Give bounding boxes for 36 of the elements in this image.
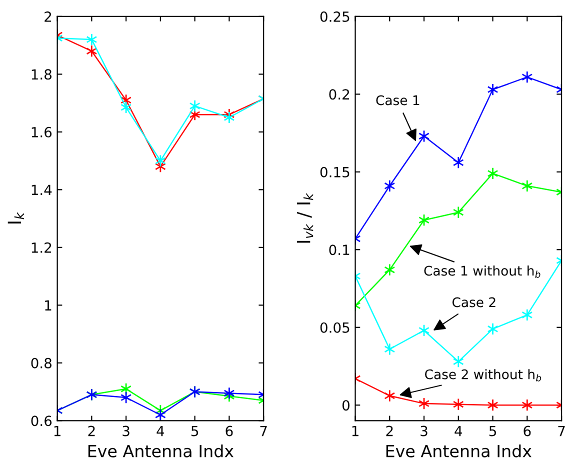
x-tick-label: 1 bbox=[352, 426, 358, 436]
y-tick-label: 0.6 bbox=[31, 416, 52, 426]
y-tick-label: 1.8 bbox=[32, 69, 52, 80]
x-tick-label: 1 bbox=[54, 426, 60, 436]
x-tick-label: 5 bbox=[489, 426, 496, 436]
x-tick-label: 2 bbox=[88, 426, 95, 436]
x-tick-label: 4 bbox=[156, 426, 164, 436]
x-axis-title: Eve Antenna Indx bbox=[88, 444, 234, 458]
annotation: Case 2 bbox=[452, 297, 496, 308]
x-tick-label: 2 bbox=[386, 426, 393, 436]
y-tick-label: 0.2 bbox=[329, 89, 350, 100]
y-tick-label: 0.8 bbox=[31, 358, 52, 368]
y-tick-label: 1.6 bbox=[32, 126, 52, 138]
y-axis-title: I$_{vk}$ / I$_{k}$ bbox=[296, 192, 314, 243]
y-tick-label: 0.05 bbox=[320, 322, 350, 333]
y-tick-label: 0.25 bbox=[320, 11, 350, 22]
y-tick-label: 1.4 bbox=[32, 184, 52, 195]
x-tick-label: 6 bbox=[524, 426, 531, 436]
y-tick-label: 1.2 bbox=[32, 242, 52, 253]
x-tick-label: 4 bbox=[454, 426, 462, 436]
annotation: Case 1 bbox=[376, 95, 420, 106]
x-tick-label: 7 bbox=[558, 426, 565, 436]
x-axis-title: Eve Antenna Indx bbox=[386, 444, 532, 458]
y-tick-label: 2 bbox=[44, 11, 52, 22]
annotation: Case 2 without h$_{b}$ bbox=[425, 369, 542, 382]
y-tick-label: 0.15 bbox=[320, 166, 350, 178]
y-tick-label: 0 bbox=[342, 400, 350, 411]
annotation: Case 1 without h$_{b}$ bbox=[424, 266, 540, 278]
y-tick-label: 1 bbox=[45, 300, 52, 310]
y-axis-title: I$_{k}$ bbox=[8, 212, 24, 224]
x-tick-label: 3 bbox=[122, 426, 130, 436]
x-tick-label: 5 bbox=[191, 426, 198, 436]
y-tick-label: 0.1 bbox=[329, 244, 350, 256]
x-tick-label: 6 bbox=[226, 426, 233, 436]
x-tick-label: 7 bbox=[260, 426, 267, 436]
x-tick-label: 3 bbox=[420, 426, 428, 436]
